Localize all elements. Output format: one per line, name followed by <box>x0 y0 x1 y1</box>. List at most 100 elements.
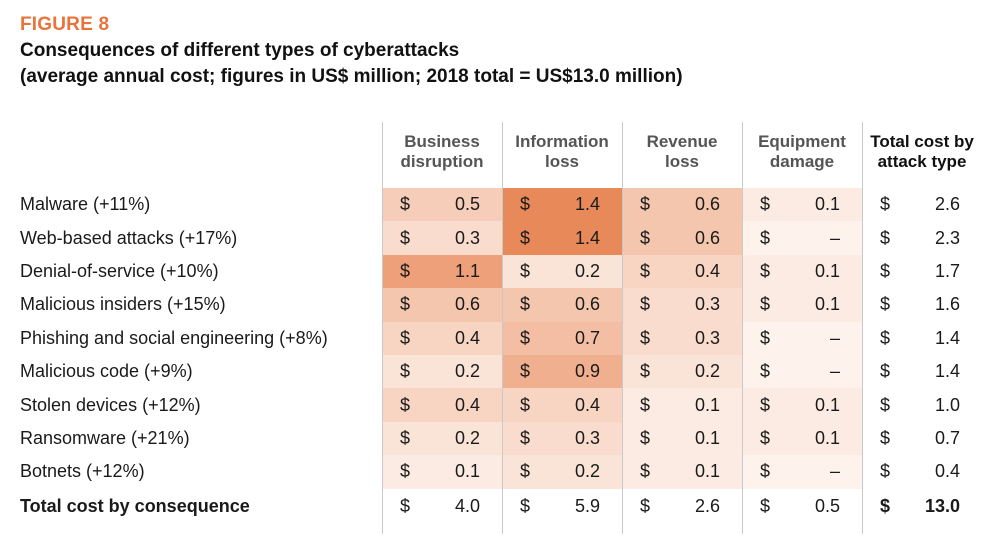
cell-value: 0.1 <box>814 194 840 215</box>
currency-symbol: $ <box>520 361 531 382</box>
table-cell: $0.1 <box>622 388 742 422</box>
cell-value: 1.7 <box>934 260 960 281</box>
cell-value: 0.1 <box>454 461 480 482</box>
column-divider <box>382 122 383 534</box>
column-header: Total cost by attack type <box>862 132 982 172</box>
table-cell: $0.6 <box>502 288 622 322</box>
cell-value: 0.4 <box>574 394 600 415</box>
column-header-line: Business <box>404 132 480 151</box>
currency-symbol: $ <box>400 461 411 482</box>
row-label: Malicious code (+9%) <box>20 361 193 382</box>
cell-value: – <box>829 461 840 482</box>
column-header-line: loss <box>544 152 580 171</box>
row-label: Phishing and social engineering (+8%) <box>20 327 328 348</box>
column-header: Revenue loss <box>622 132 742 172</box>
currency-symbol: $ <box>880 495 891 516</box>
cell-value: 0.3 <box>694 327 720 348</box>
cell-value: 1.4 <box>574 194 600 215</box>
table-cell: $0.2 <box>502 254 622 289</box>
cell-value: 0.2 <box>454 361 480 382</box>
table-cell: $0.3 <box>622 321 742 355</box>
row-label: Malicious insiders (+15%) <box>20 294 226 315</box>
cell-value: 0.2 <box>454 427 480 448</box>
figure-label: FIGURE 8 <box>20 14 110 35</box>
cell-value: 0.4 <box>694 260 720 281</box>
currency-symbol: $ <box>520 427 531 448</box>
currency-symbol: $ <box>520 294 531 315</box>
currency-symbol: $ <box>400 495 411 516</box>
total-row-label: Total cost by consequence <box>20 495 250 516</box>
cell-value: 0.4 <box>454 327 480 348</box>
table-cell: $0.6 <box>622 221 742 255</box>
cell-value: 0.4 <box>934 461 960 482</box>
cell-value: 2.3 <box>934 227 960 248</box>
cell-value: 0.1 <box>814 427 840 448</box>
figure-subtitle: (average annual cost; figures in US$ mil… <box>20 66 683 87</box>
column-header-line: loss <box>664 152 700 171</box>
cell-value: 0.4 <box>454 394 480 415</box>
cell-value: 13.0 <box>924 495 960 516</box>
cell-value: – <box>829 227 840 248</box>
currency-symbol: $ <box>880 327 891 348</box>
cell-value: 0.1 <box>814 260 840 281</box>
row-label: Botnets (+12%) <box>20 461 145 482</box>
cell-value: 2.6 <box>934 194 960 215</box>
cell-value: 1.4 <box>574 227 600 248</box>
currency-symbol: $ <box>640 461 651 482</box>
currency-symbol: $ <box>640 495 651 516</box>
total-cell: $2.6 <box>622 489 742 524</box>
table-cell: $0.4 <box>862 455 982 488</box>
currency-symbol: $ <box>640 427 651 448</box>
currency-symbol: $ <box>760 194 771 215</box>
cell-value: 0.3 <box>694 294 720 315</box>
table-cell: $0.2 <box>382 421 502 456</box>
table-cell: $0.1 <box>622 421 742 456</box>
cell-value: 0.6 <box>694 227 720 248</box>
table-cell: $0.1 <box>742 254 862 289</box>
table-cell: $0.1 <box>622 455 742 489</box>
cell-value: 1.0 <box>934 394 960 415</box>
total-cell: $13.0 <box>862 489 982 524</box>
cell-value: 0.1 <box>694 461 720 482</box>
table-cell: $0.1 <box>742 288 862 322</box>
table-cell: $0.4 <box>382 321 502 355</box>
currency-symbol: $ <box>880 294 891 315</box>
column-header-line: Total cost by <box>870 132 974 151</box>
row-label: Denial-of-service (+10%) <box>20 261 219 281</box>
column-divider <box>502 122 503 534</box>
table-cell: $0.1 <box>382 455 502 489</box>
cell-value: 0.3 <box>574 427 600 448</box>
cell-value: 0.1 <box>814 394 840 415</box>
currency-symbol: $ <box>760 461 771 482</box>
currency-symbol: $ <box>400 194 411 215</box>
table-cell: $0.9 <box>502 355 622 389</box>
column-divider <box>742 122 743 534</box>
table-cell: $0.6 <box>382 288 502 322</box>
row-label: Stolen devices (+12%) <box>20 394 201 415</box>
currency-symbol: $ <box>880 194 891 215</box>
currency-symbol: $ <box>640 294 651 315</box>
table-cell: $ – <box>742 321 862 355</box>
column-header: Equipment damage <box>742 132 862 172</box>
currency-symbol: $ <box>880 260 891 281</box>
table-cell: $ – <box>742 355 862 389</box>
cell-value: – <box>829 327 840 348</box>
cell-value: 0.6 <box>574 294 600 315</box>
currency-symbol: $ <box>520 260 531 281</box>
cell-value: 0.2 <box>694 361 720 382</box>
currency-symbol: $ <box>400 327 411 348</box>
table-cell: $0.4 <box>382 388 502 422</box>
table-cell: $0.4 <box>502 388 622 422</box>
table-cell: $2.3 <box>862 221 982 254</box>
currency-symbol: $ <box>760 427 771 448</box>
currency-symbol: $ <box>880 361 891 382</box>
currency-symbol: $ <box>760 361 771 382</box>
cell-value: 0.6 <box>694 194 720 215</box>
currency-symbol: $ <box>880 427 891 448</box>
row-label: Ransomware (+21%) <box>20 428 190 448</box>
table-cell: $0.7 <box>502 321 622 355</box>
column-header-line: damage <box>769 152 835 171</box>
currency-symbol: $ <box>640 361 651 382</box>
currency-symbol: $ <box>760 394 771 415</box>
